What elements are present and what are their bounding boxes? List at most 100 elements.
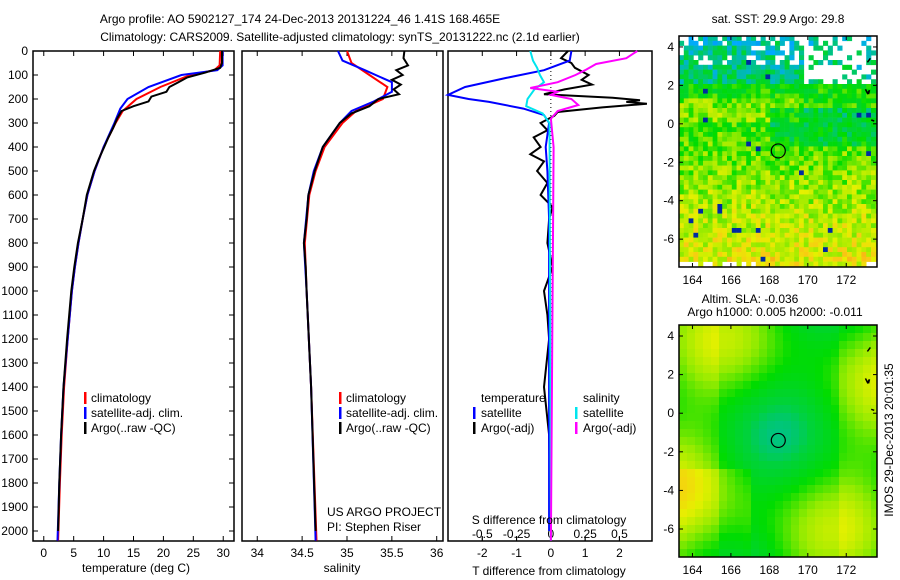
- map-cell: [783, 405, 792, 414]
- map-cell: [832, 112, 838, 118]
- map-cell: [731, 108, 737, 114]
- y-tick-label: 900: [8, 260, 28, 274]
- map-cell: [770, 141, 776, 147]
- map-cell: [775, 122, 781, 128]
- map-cell: [765, 247, 771, 253]
- map-cell: [837, 223, 843, 229]
- map-cell: [847, 389, 856, 398]
- map-cell: [799, 117, 805, 123]
- map-cell: [856, 160, 862, 166]
- map-cell: [871, 247, 877, 253]
- map-cell: [808, 93, 814, 99]
- map-cell: [707, 252, 713, 258]
- map-cell: [727, 365, 736, 374]
- map-cell: [855, 501, 864, 510]
- map-cell: [755, 122, 761, 128]
- map-cell: [719, 469, 728, 478]
- map-cell: [832, 117, 838, 123]
- map-cell: [779, 256, 785, 262]
- map-cell: [746, 218, 752, 224]
- map-cell: [851, 189, 857, 195]
- map-cell: [727, 213, 733, 219]
- map-cell: [847, 218, 853, 224]
- map-cell: [712, 69, 718, 75]
- lon-tick-label: 164: [682, 273, 702, 287]
- map-cell: [783, 333, 792, 342]
- map-cell: [815, 421, 824, 430]
- map-cell: [711, 445, 720, 454]
- map-cell: [783, 349, 792, 358]
- map-cell: [775, 151, 781, 157]
- map-cell: [741, 232, 747, 238]
- map-cell: [746, 156, 752, 162]
- map-cell: [823, 122, 829, 128]
- map-cell: [808, 98, 814, 104]
- map-cell: [851, 256, 857, 262]
- map-cell: [789, 247, 795, 253]
- map-cell: [703, 194, 709, 200]
- map-cell: [847, 247, 853, 253]
- map-cell: [760, 237, 766, 243]
- map-cell: [703, 469, 712, 478]
- map-cell: [866, 252, 872, 258]
- map-cell: [760, 247, 766, 253]
- map-cell: [688, 213, 694, 219]
- map-cell: [727, 93, 733, 99]
- map-cell: [707, 50, 713, 56]
- map-cell: [861, 237, 867, 243]
- map-cell: [711, 405, 720, 414]
- map-cell: [731, 213, 737, 219]
- map-cell: [856, 218, 862, 224]
- map-cell: [688, 45, 694, 51]
- map-cell: [727, 170, 733, 176]
- map-cell: [871, 437, 878, 446]
- map-cell: [803, 223, 809, 229]
- map-cell: [719, 373, 728, 382]
- map-cell: [823, 84, 829, 90]
- map-cell: [683, 127, 689, 133]
- map-cell: [823, 341, 832, 350]
- map-cell: [711, 533, 720, 542]
- map-cell: [803, 93, 809, 99]
- map-cell: [770, 232, 776, 238]
- map-cell: [683, 252, 689, 258]
- map-cell: [866, 108, 872, 114]
- map-cell: [851, 252, 857, 258]
- map-cell: [779, 84, 785, 90]
- plot-frame: [32, 50, 235, 542]
- map-cell: [799, 429, 808, 438]
- map-cell: [736, 117, 742, 123]
- map-cell: [775, 127, 781, 133]
- map-cell: [759, 469, 768, 478]
- map-cell: [751, 469, 760, 478]
- map-cell: [813, 242, 819, 248]
- map-cell: [698, 252, 704, 258]
- map-cell: [751, 117, 757, 123]
- map-cell: [863, 357, 872, 366]
- map-cell: [741, 117, 747, 123]
- map-cell: [818, 199, 824, 205]
- map-cell: [755, 127, 761, 133]
- map-cell: [789, 69, 795, 75]
- map-cell: [803, 88, 809, 94]
- map-cell: [831, 477, 840, 486]
- map-cell: [695, 389, 704, 398]
- map-cell: [717, 84, 723, 90]
- map-cell: [847, 79, 853, 85]
- map-cell: [791, 397, 800, 406]
- map-cell: [818, 213, 824, 219]
- map-cell: [847, 469, 856, 478]
- map-cell: [683, 232, 689, 238]
- map-cell: [789, 218, 795, 224]
- map-cell: [765, 69, 771, 75]
- map-cell: [779, 184, 785, 190]
- map-cell: [813, 36, 819, 42]
- map-cell: [741, 136, 747, 142]
- map-cell: [751, 132, 757, 138]
- map-cell: [727, 237, 733, 243]
- map-cell: [765, 252, 771, 258]
- map-cell: [759, 461, 768, 470]
- map-cell: [703, 146, 709, 152]
- map-cell: [784, 180, 790, 186]
- map-cell: [688, 55, 694, 61]
